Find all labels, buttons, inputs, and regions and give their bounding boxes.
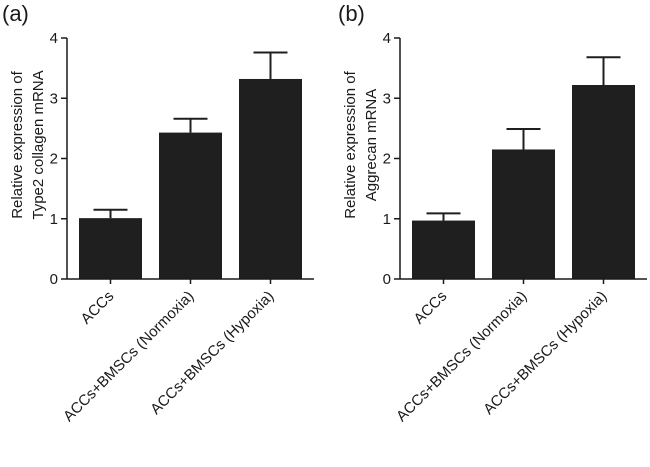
category-label: ACCs+BMSCs (Normoxia) <box>60 288 197 425</box>
panel-letter: (a) <box>2 1 29 26</box>
y-axis-title: Relative expression of <box>342 70 359 218</box>
category-label: ACCs <box>411 288 451 328</box>
bar-1 <box>79 218 142 279</box>
y-tick-label: 2 <box>383 151 391 168</box>
bar-3 <box>239 78 302 279</box>
bar-2 <box>492 149 555 279</box>
y-tick-label: 0 <box>50 271 58 288</box>
y-axis-title: Type2 collagen mRNA <box>30 70 47 219</box>
y-tick-label: 2 <box>50 151 58 168</box>
panel-letter: (b) <box>338 1 365 26</box>
y-tick-label: 4 <box>383 30 391 47</box>
y-axis-title: Aggrecan mRNA <box>363 89 380 202</box>
y-tick-label: 3 <box>50 90 58 107</box>
y-tick-label: 4 <box>50 30 58 47</box>
bar-3 <box>572 84 635 280</box>
category-label: ACCs+BMSCs (Normoxia) <box>393 288 530 425</box>
category-label: ACCs <box>78 288 118 328</box>
bar-1 <box>412 220 475 279</box>
y-tick-label: 0 <box>383 271 391 288</box>
y-tick-label: 3 <box>383 90 391 107</box>
y-axis-title: Relative expression of <box>9 70 26 218</box>
bar-2 <box>159 132 222 279</box>
y-tick-label: 1 <box>50 211 58 228</box>
y-tick-label: 1 <box>383 211 391 228</box>
